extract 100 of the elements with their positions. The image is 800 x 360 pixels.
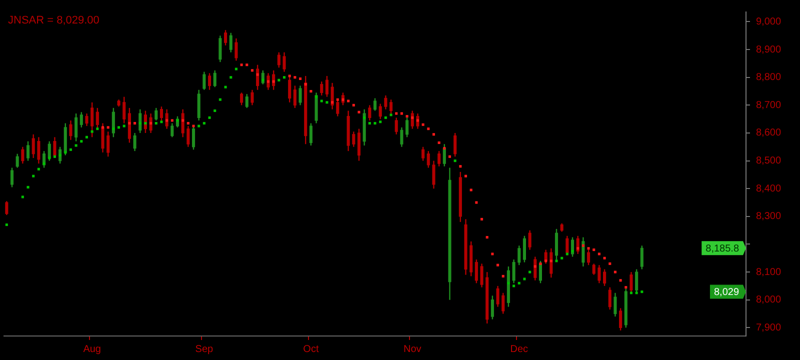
candlestick [378, 103, 382, 120]
candlestick [426, 150, 430, 168]
candlestick [384, 94, 388, 110]
candlestick [592, 263, 596, 276]
chart-title: JNSAR = 8,029.00 [8, 14, 100, 27]
candlestick [480, 263, 484, 288]
candlestick [490, 295, 494, 320]
y-tick-label: 8,800 [756, 72, 782, 84]
candlestick [90, 102, 94, 138]
y-tick-label: 8,500 [756, 156, 782, 167]
candlestick [406, 117, 409, 138]
x-tick-label: Dec [510, 344, 528, 355]
candlestick [566, 235, 569, 256]
candlestick [234, 38, 238, 62]
y-tick-label: 8,000 [756, 294, 782, 306]
annotation: 8,029 [714, 287, 740, 298]
candlestick [277, 52, 280, 68]
candlestick [389, 99, 393, 114]
candlestick [534, 256, 537, 281]
y-tick-label: 8,400 [756, 183, 782, 194]
candlestick [250, 89, 254, 106]
candlestick [368, 104, 372, 122]
candlestick [149, 112, 152, 134]
candlestick [21, 146, 24, 164]
candlestick [522, 235, 526, 263]
candlestick [640, 245, 644, 270]
candlestick [554, 228, 558, 260]
candlestick [438, 150, 441, 167]
y-tick-label: 8,600 [756, 128, 782, 139]
candlestick [454, 132, 457, 158]
x-tick-label: Aug [83, 344, 101, 355]
candlestick [32, 134, 35, 159]
candlestick [170, 122, 174, 138]
candlestick [298, 85, 302, 106]
candlestick [309, 122, 312, 146]
candlestick [256, 64, 260, 90]
candlestick [213, 70, 216, 88]
candlestick [598, 264, 601, 284]
candlestick [85, 112, 88, 127]
candlestick [630, 271, 633, 294]
candlestick [336, 99, 340, 117]
candlestick [37, 136, 40, 164]
candlestick [74, 112, 78, 142]
candlestick [603, 268, 606, 287]
candlestick [138, 108, 142, 134]
y-tick-label: 8,900 [756, 44, 782, 56]
candlestick [112, 107, 115, 138]
candlestick [619, 308, 622, 332]
candlestick [106, 130, 110, 158]
candlestick [96, 107, 99, 130]
candlestick [373, 98, 377, 112]
candlestick [442, 144, 446, 167]
candlestick [26, 140, 30, 162]
candlestick [218, 35, 222, 63]
y-tick-label: 8,700 [756, 100, 782, 111]
candlestick [352, 130, 356, 148]
y-tick-label: 7,900 [756, 322, 782, 334]
candlestick [394, 117, 398, 135]
candlestick [608, 286, 612, 310]
candlestick [202, 71, 206, 90]
candlestick [357, 128, 361, 162]
candlestick [432, 160, 436, 190]
candlestick [192, 125, 196, 150]
candlestick [550, 248, 553, 278]
candlestick [330, 82, 334, 110]
candlestick [586, 249, 590, 266]
y-tick-label: 8,300 [756, 211, 782, 222]
candlestick [101, 122, 104, 154]
candlestick [53, 136, 56, 159]
candlestick [635, 268, 638, 294]
candlestick [320, 80, 324, 96]
candlestick [160, 106, 164, 122]
candlestick [512, 258, 516, 284]
candlestick [5, 200, 8, 216]
candlestick [16, 153, 19, 168]
candlestick [502, 292, 505, 314]
candlestick [144, 110, 147, 134]
candlestick [122, 96, 126, 124]
candlestick [240, 92, 244, 106]
y-tick-label: 9,000 [756, 16, 782, 28]
candlestick [266, 72, 270, 90]
x-tick-label: Oct [303, 344, 319, 355]
candlestick [400, 126, 404, 148]
candlestick [325, 75, 328, 98]
y-tick-label: 8,100 [756, 266, 782, 278]
x-tick-label: Nov [403, 344, 422, 355]
annotation: 8,185.8 [706, 243, 740, 254]
candlestick [293, 85, 296, 109]
candlestick [181, 108, 184, 138]
candlestick [208, 72, 212, 90]
candlestick [154, 107, 158, 122]
candlestick [288, 75, 292, 103]
candlestick [582, 236, 585, 268]
candlestick [528, 230, 532, 250]
candlestick [422, 146, 425, 162]
candlestick [186, 125, 190, 148]
candlestick [518, 245, 521, 266]
x-tick-label: Sep [195, 344, 214, 355]
candlestick [474, 258, 478, 284]
candlestick [133, 132, 136, 152]
